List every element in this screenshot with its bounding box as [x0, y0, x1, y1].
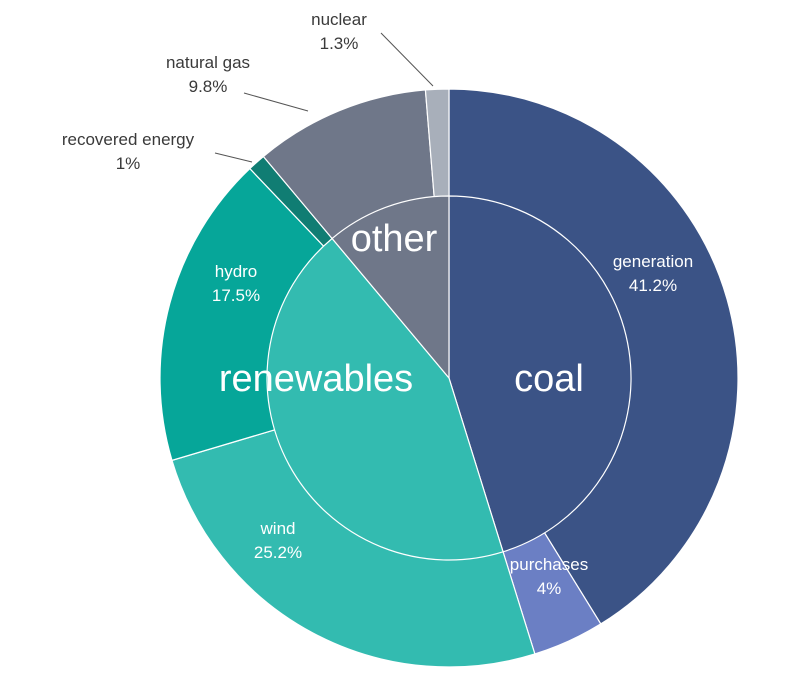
label-hydro: hydro 17.5%: [212, 262, 260, 305]
inner-ring: [266, 195, 632, 561]
leader-natural-gas: [243, 92, 309, 112]
label-generation: generation 41.2%: [613, 252, 693, 295]
group-label-other: other: [351, 218, 438, 260]
chart-labels: generation 41.2% purchases 4% wind 25.2% hydro…: [62, 10, 693, 598]
label-natural-gas: natural gas 9.8%: [166, 53, 250, 96]
group-coal: [448, 195, 632, 553]
label-wind: wind 25.2%: [254, 519, 302, 562]
group-renewables: [266, 237, 504, 561]
leader-nuclear: [380, 32, 434, 87]
label-recovered-energy: recovered energy 1%: [62, 130, 195, 173]
group-other: [331, 195, 450, 380]
label-purchases: purchases 4%: [510, 555, 588, 598]
group-label-renewables: renewables: [219, 358, 413, 400]
group-label-coal: coal: [514, 358, 584, 400]
leader-recovered-energy: [214, 152, 253, 163]
label-nuclear: nuclear 1.3%: [311, 10, 367, 53]
leader-lines: [214, 32, 434, 163]
